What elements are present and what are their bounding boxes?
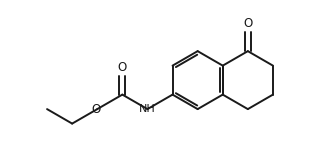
Text: NH: NH [139, 104, 155, 114]
Text: O: O [243, 17, 252, 30]
Text: O: O [118, 61, 127, 74]
Text: O: O [92, 103, 101, 116]
